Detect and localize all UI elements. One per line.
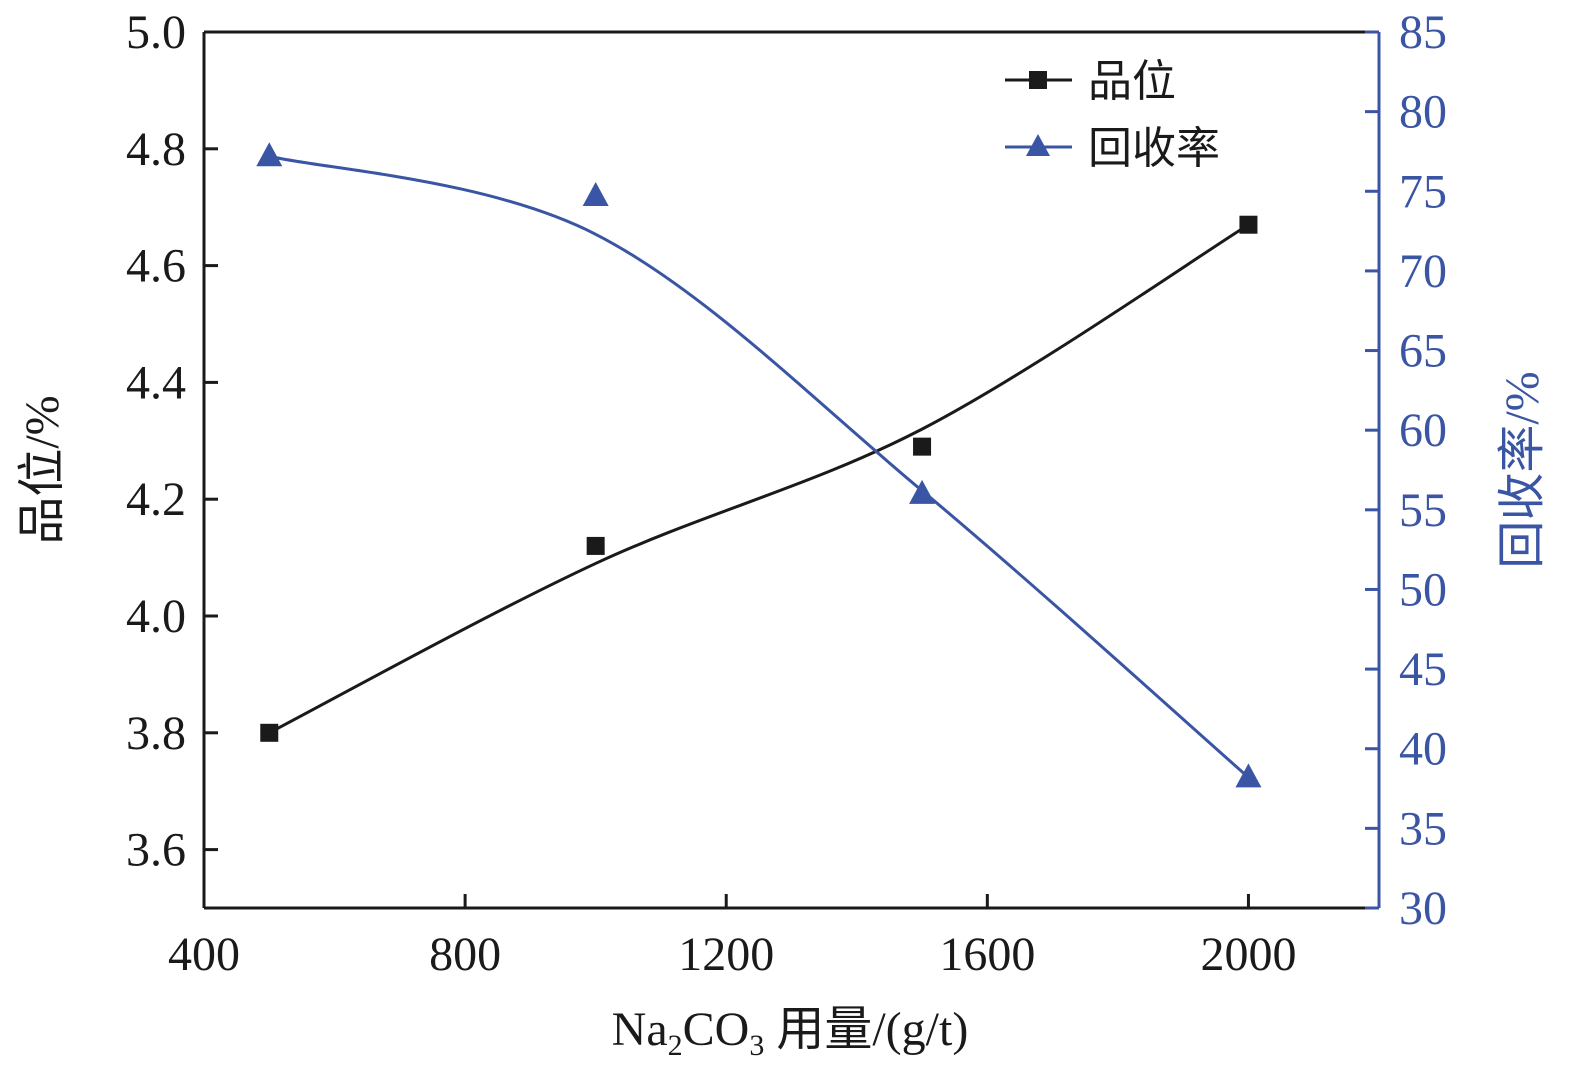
y-left-tick-label-4.6: 4.6 [126, 240, 186, 293]
y-left-tick-label-4.4: 4.4 [126, 356, 186, 409]
series-line-0 [268, 223, 1250, 735]
y-right-tick-label-85: 85 [1399, 6, 1447, 59]
legend-label-recovery: 回收率 [1088, 123, 1220, 174]
x-tick-label-1200: 1200 [678, 928, 774, 981]
recovery-point-1500 [909, 479, 936, 504]
y-right-tick-label-45: 45 [1399, 643, 1447, 696]
recovery-point-500 [256, 142, 283, 167]
grade-point-2000 [1239, 215, 1258, 234]
x-tick-label-2000: 2000 [1200, 928, 1296, 981]
y-left-axis-label: 品位/% [16, 395, 69, 544]
y-left-tick-label-4.2: 4.2 [126, 473, 186, 526]
recovery-point-2000 [1235, 763, 1262, 788]
legend-label-grade: 品位 [1088, 56, 1176, 107]
series-line-1 [268, 154, 1250, 779]
y-left-tick-label-5.0: 5.0 [126, 6, 186, 59]
x-tick-label-400: 400 [168, 928, 240, 981]
y-right-tick-label-80: 80 [1399, 86, 1447, 139]
grade-point-1500 [913, 437, 932, 456]
y-right-tick-label-50: 50 [1399, 563, 1447, 616]
axes [202, 30, 1381, 910]
legend-square-icon [1029, 71, 1047, 89]
x-axis-label: Na2CO3 用量/(g/t) [612, 1003, 969, 1062]
grade-point-1000 [586, 536, 605, 555]
x-tick-label-800: 800 [429, 928, 501, 981]
y-right-ticks: 30 35 40 45 50 55 60 65 70 75 80 85 [1365, 6, 1447, 935]
y-right-tick-label-70: 70 [1399, 245, 1447, 298]
grade-point-500 [260, 723, 279, 742]
y-left-tick-label-3.6: 3.6 [126, 824, 186, 877]
x-ticks: 400 800 1200 1600 2000 [168, 894, 1296, 981]
legend-item-recovery: 回收率 [1005, 123, 1220, 174]
data-markers [256, 142, 1262, 788]
legend: 品位 回收率 [1005, 56, 1220, 174]
y-right-tick-label-35: 35 [1399, 802, 1447, 855]
x-tick-label-1600: 1600 [939, 928, 1035, 981]
y-right-tick-label-65: 65 [1399, 325, 1447, 378]
y-right-tick-label-40: 40 [1399, 723, 1447, 776]
legend-item-grade: 品位 [1005, 56, 1176, 107]
y-left-ticks: 3.6 3.8 4.0 4.2 4.4 4.6 4.8 5.0 [126, 6, 218, 877]
legend-triangle-icon [1026, 134, 1050, 156]
y-right-tick-label-75: 75 [1399, 165, 1447, 218]
y-right-tick-label-60: 60 [1399, 404, 1447, 457]
y-right-tick-label-30: 30 [1399, 882, 1447, 935]
recovery-point-1000 [582, 182, 609, 207]
y-right-tick-label-55: 55 [1399, 484, 1447, 537]
y-right-axis-label: 回收率/% [1496, 371, 1549, 568]
y-left-tick-label-3.8: 3.8 [126, 707, 186, 760]
y-left-tick-label-4.0: 4.0 [126, 590, 186, 643]
y-left-tick-label-4.8: 4.8 [126, 123, 186, 176]
fit-curves [268, 154, 1250, 779]
